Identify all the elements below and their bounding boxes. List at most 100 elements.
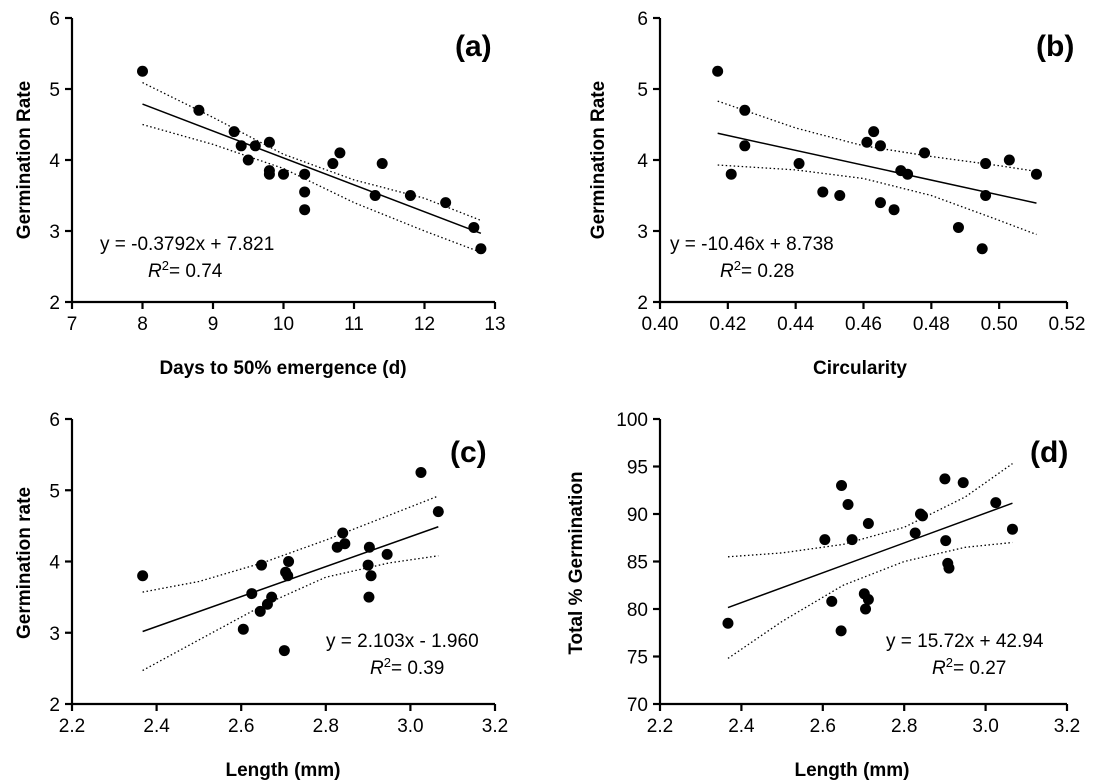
data-point [263, 168, 275, 180]
ci-upper-band [717, 100, 1037, 173]
data-point [246, 588, 258, 600]
panel-c: (c) Germination rate Length (mm) y = 2.1… [14, 410, 508, 781]
r-squared: R2= 0.27 [932, 655, 1006, 680]
x-tick-label: 0.52 [1049, 314, 1086, 335]
data-point [365, 570, 377, 582]
data-point [283, 556, 295, 567]
y-tick-label: 4 [49, 151, 60, 172]
data-point [834, 190, 846, 201]
x-tick-label: 8 [137, 314, 148, 335]
data-point [939, 473, 951, 485]
data-point [739, 140, 751, 152]
data-point [282, 570, 294, 582]
y-tick-label: 3 [49, 222, 60, 243]
data-point [242, 154, 254, 166]
panel-label: (c) [450, 436, 487, 469]
data-point [819, 534, 831, 546]
panel-a: (a) Germination Rate Days to 50% emergen… [14, 9, 506, 379]
x-tick-label: 0.42 [709, 314, 746, 335]
y-axis-title: Germination Rate [588, 81, 609, 239]
data-point [254, 605, 266, 617]
data-point [952, 221, 964, 233]
data-point [327, 158, 339, 170]
x-axis-title: Days to 50% emergence (d) [159, 358, 406, 379]
r-squared-exponent: 2 [946, 655, 953, 670]
data-point [249, 140, 261, 152]
regression-equation: y = -10.46x + 8.738 [670, 234, 834, 255]
x-tick-label: 12 [414, 314, 435, 335]
data-point [299, 186, 311, 198]
data-point [868, 126, 880, 138]
regression-equation: y = -0.3792x + 7.821 [100, 234, 274, 255]
data-point [468, 221, 480, 233]
ci-lower-band [717, 164, 1037, 236]
y-tick-label: 2 [49, 293, 60, 314]
y-tick-label: 3 [49, 624, 60, 645]
y-tick-label: 2 [49, 695, 60, 716]
ci-upper-band [142, 82, 482, 222]
x-axis-title: Length (mm) [794, 760, 909, 781]
y-axis-title: Germination Rate [14, 81, 35, 239]
data-point [940, 535, 952, 547]
data-point [976, 243, 988, 255]
panel-label: (d) [1030, 436, 1068, 469]
r-squared-value: = 0.27 [953, 658, 1006, 679]
x-tick-label: 2.4 [728, 716, 755, 737]
x-tick-label: 3.2 [1054, 716, 1080, 737]
data-point [862, 594, 874, 605]
data-point [862, 518, 874, 529]
data-point [381, 548, 393, 560]
data-point [299, 204, 311, 216]
x-tick-label: 2.2 [647, 716, 673, 737]
panel-label: (b) [1036, 30, 1074, 63]
r-squared-exponent: 2 [162, 258, 169, 273]
regression-line [727, 502, 1013, 609]
data-point [362, 559, 374, 571]
data-point [1030, 168, 1042, 180]
y-tick-label: 2 [637, 293, 648, 314]
data-point [337, 527, 349, 539]
r-squared-symbol: R [148, 261, 162, 282]
data-point [137, 570, 149, 582]
data-point [334, 147, 346, 159]
x-tick-label: 11 [344, 314, 364, 335]
y-tick-label: 6 [637, 9, 648, 30]
y-axis-title: Germination rate [14, 487, 35, 639]
regression-equation: y = 15.72x + 42.94 [886, 631, 1044, 652]
data-point [739, 104, 751, 116]
x-tick-label: 0.48 [913, 314, 950, 335]
r-squared-value: = 0.74 [169, 261, 223, 282]
x-tick-label: 2.6 [810, 716, 836, 737]
y-tick-label: 100 [616, 410, 648, 431]
y-tick-label: 85 [627, 553, 648, 574]
x-tick-label: 2.2 [59, 716, 85, 737]
x-tick-label: 3.0 [972, 716, 998, 737]
x-tick-label: 7 [67, 314, 78, 335]
data-point [826, 595, 838, 607]
data-point [817, 186, 829, 198]
x-axis-title: Length (mm) [225, 760, 340, 781]
panel-label: (a) [455, 30, 492, 63]
data-point [1003, 154, 1015, 166]
r-squared-value: = 0.28 [741, 261, 794, 282]
y-tick-label: 95 [627, 458, 648, 479]
data-point [339, 538, 351, 550]
data-point [722, 617, 734, 629]
data-point [888, 204, 900, 216]
ci-lower-band [142, 555, 439, 672]
data-point [266, 591, 278, 603]
data-point [835, 625, 847, 637]
data-point [902, 168, 914, 180]
ci-upper-band [727, 463, 1013, 558]
data-point [1006, 523, 1018, 535]
ci-upper-band [142, 495, 439, 593]
data-point [404, 190, 416, 201]
data-point [874, 140, 886, 152]
x-tick-label: 9 [208, 314, 219, 335]
x-tick-label: 0.50 [981, 314, 1018, 335]
data-point [363, 541, 375, 553]
data-point [874, 197, 886, 209]
data-point [440, 197, 452, 209]
r-squared-exponent: 2 [384, 655, 391, 670]
